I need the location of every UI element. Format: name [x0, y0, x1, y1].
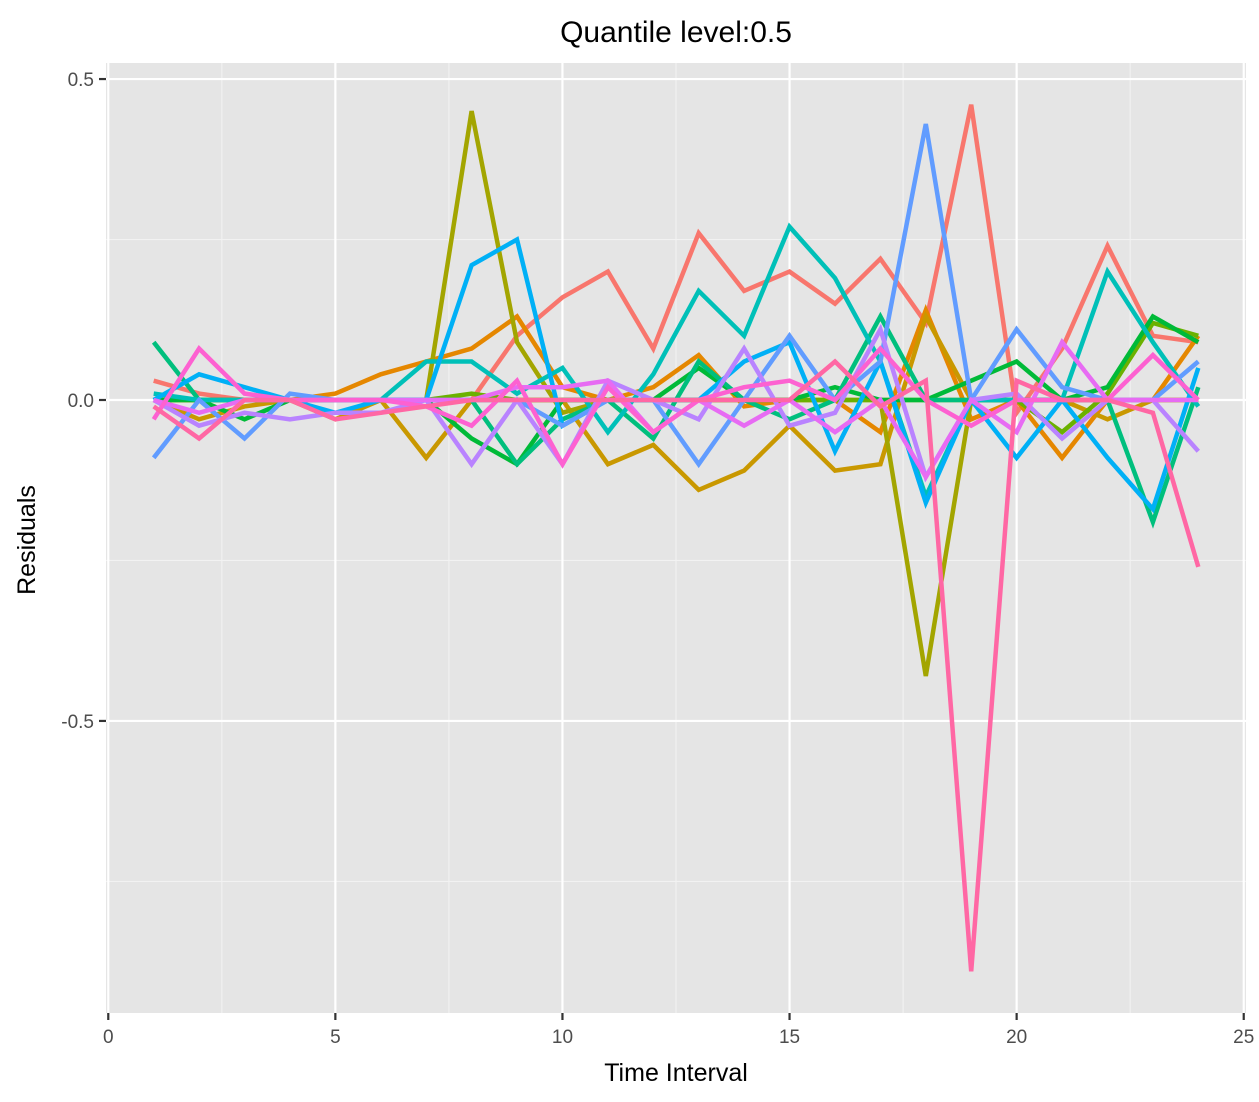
x-tick-label: 0 [103, 1027, 114, 1048]
series-line-2 [153, 303, 1201, 462]
x-tick-label: 25 [1233, 1027, 1254, 1048]
y-axis-title: Residuals [13, 485, 41, 595]
y-tick-labels: -0.5 0.0 0.5 [61, 70, 94, 733]
x-tick-label: 15 [779, 1027, 800, 1048]
y-tick-label: 0.5 [68, 70, 94, 91]
x-tick-labels: 0 5 10 15 20 25 [103, 1027, 1254, 1048]
axis-ticks [99, 77, 1245, 1020]
x-tick-label: 20 [1006, 1027, 1027, 1048]
x-axis-title: Time Interval [604, 1059, 748, 1087]
grid-minor [106, 63, 1246, 1013]
series-layer [151, 104, 1201, 972]
y-tick-label: -0.5 [61, 712, 94, 733]
chart-title: Quantile level:0.5 [560, 16, 792, 49]
x-tick-label: 10 [552, 1027, 573, 1048]
series-line-13 [151, 345, 1200, 469]
y-tick-label: 0.0 [68, 391, 94, 412]
x-tick-label: 5 [330, 1027, 341, 1048]
series-line-14 [152, 358, 1201, 972]
